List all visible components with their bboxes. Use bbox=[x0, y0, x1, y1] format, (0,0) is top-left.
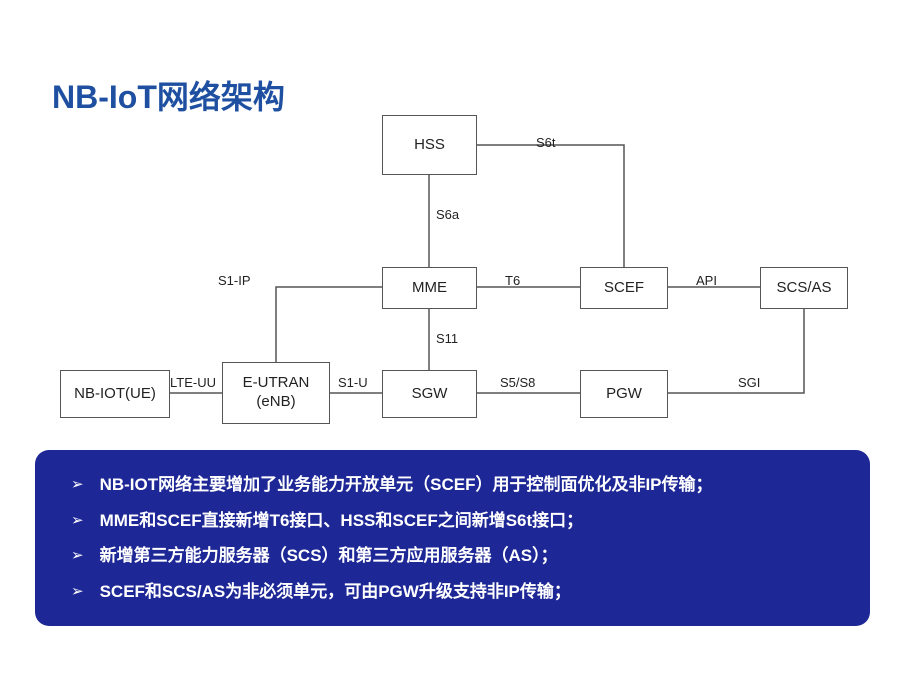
bullet-icon: ➢ bbox=[71, 581, 84, 604]
bullet-item: ➢ 新增第三方能力服务器（SCS）和第三方应用服务器（AS）； bbox=[71, 543, 840, 569]
edge-label-T6: T6 bbox=[505, 273, 520, 288]
edge-label-S5/S8: S5/S8 bbox=[500, 375, 535, 390]
page-title: NB-IoT网络架构 bbox=[52, 72, 285, 118]
edge-label-S1-U: S1-U bbox=[338, 375, 368, 390]
node-ue: NB-IOT(UE) bbox=[60, 370, 170, 418]
info-panel: ➢ NB-IOT网络主要增加了业务能力开放单元（SCEF）用于控制面优化及非IP… bbox=[35, 450, 870, 626]
node-enb: E-UTRAN(eNB) bbox=[222, 362, 330, 424]
bullet-icon: ➢ bbox=[71, 545, 84, 568]
edge-5 bbox=[276, 287, 382, 362]
edge-label-S11: S11 bbox=[436, 331, 458, 346]
bullet-icon: ➢ bbox=[71, 510, 84, 533]
node-pgw: PGW bbox=[580, 370, 668, 418]
architecture-diagram: HSS MME SCEF SCS/AS NB-IOT(UE) E-UTRAN(eNB) SG… bbox=[60, 115, 850, 445]
edge-0 bbox=[477, 145, 624, 267]
bullet-text: 新增第三方能力服务器（SCS）和第三方应用服务器（AS）； bbox=[100, 543, 840, 569]
bullet-text: NB-IOT网络主要增加了业务能力开放单元（SCEF）用于控制面优化及非IP传输… bbox=[100, 472, 840, 498]
edge-label-S6a: S6a bbox=[436, 207, 459, 222]
bullet-icon: ➢ bbox=[71, 474, 84, 497]
bullet-item: ➢ MME和SCEF直接新增T6接口、HSS和SCEF之间新增S6t接口； bbox=[71, 508, 840, 534]
node-scef: SCEF bbox=[580, 267, 668, 309]
edge-9 bbox=[668, 309, 804, 393]
edge-label-LTE-UU: LTE-UU bbox=[170, 375, 216, 390]
edge-label-S6t: S6t bbox=[536, 135, 556, 150]
bullet-item: ➢ NB-IOT网络主要增加了业务能力开放单元（SCEF）用于控制面优化及非IP… bbox=[71, 472, 840, 498]
edge-label-SGI: SGI bbox=[738, 375, 760, 390]
edge-label-S1-IP: S1-IP bbox=[218, 273, 251, 288]
node-sgw: SGW bbox=[382, 370, 477, 418]
node-mme: MME bbox=[382, 267, 477, 309]
bullet-text: SCEF和SCS/AS为非必须单元，可由PGW升级支持非IP传输； bbox=[100, 579, 840, 605]
bullet-text: MME和SCEF直接新增T6接口、HSS和SCEF之间新增S6t接口； bbox=[100, 508, 840, 534]
edge-label-API: API bbox=[696, 273, 717, 288]
node-hss: HSS bbox=[382, 115, 477, 175]
bullet-item: ➢ SCEF和SCS/AS为非必须单元，可由PGW升级支持非IP传输； bbox=[71, 579, 840, 605]
node-scsas: SCS/AS bbox=[760, 267, 848, 309]
